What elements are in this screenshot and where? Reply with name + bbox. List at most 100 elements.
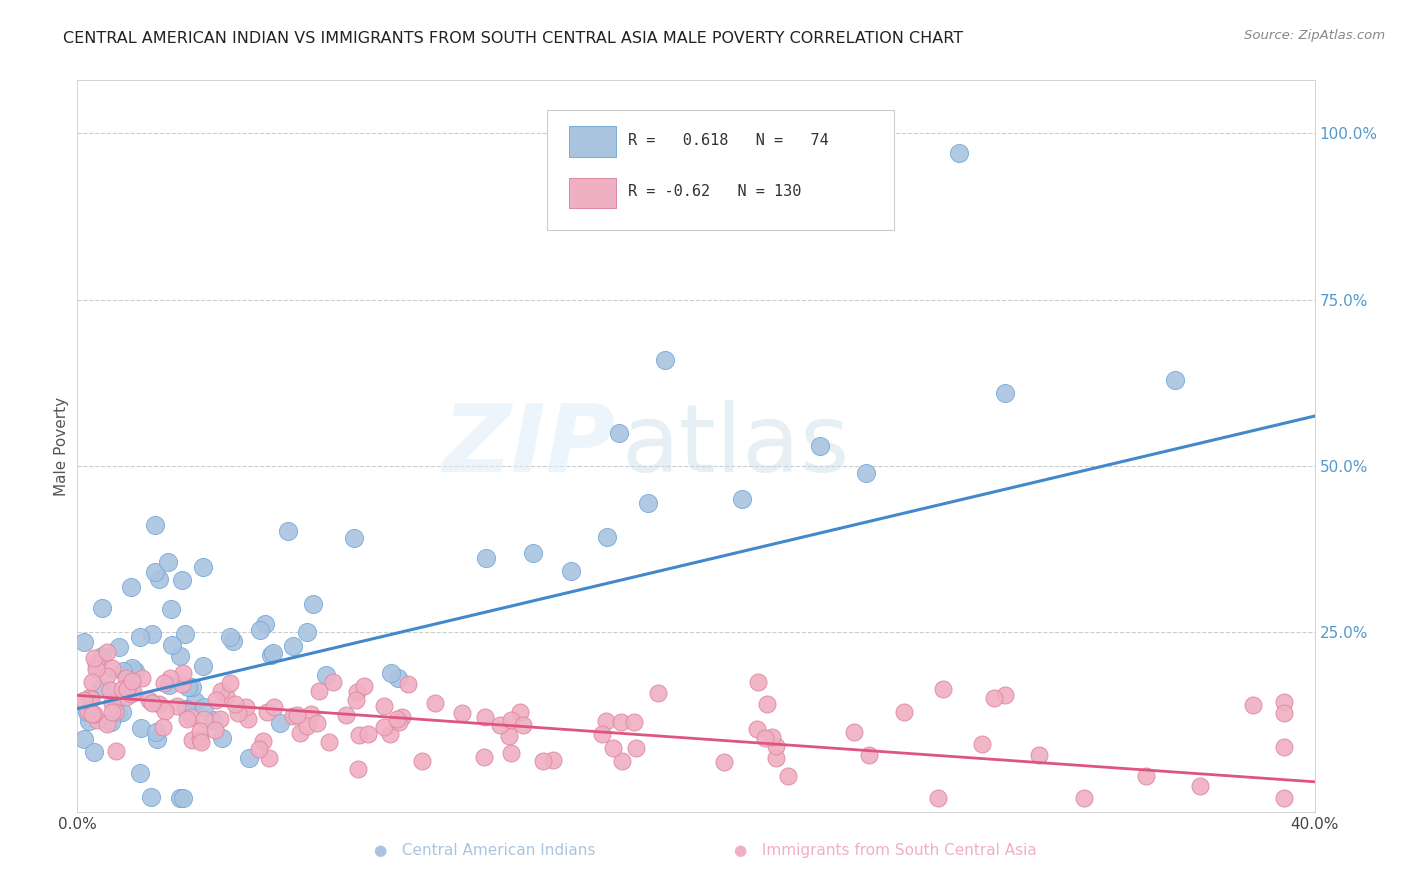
Point: [170, 573, 193, 587]
Point: [423, 696, 446, 710]
Point: [143, 518, 166, 533]
Point: [153, 705, 176, 719]
Point: [145, 724, 167, 739]
Point: [208, 712, 231, 726]
Point: [96, 645, 118, 659]
Point: [1028, 748, 1050, 763]
Point: [121, 661, 143, 675]
Text: Source: ZipAtlas.com: Source: ZipAtlas.com: [1244, 29, 1385, 42]
Point: [111, 682, 134, 697]
Point: [983, 691, 1005, 706]
Point: [145, 732, 167, 747]
Point: [172, 677, 194, 691]
Point: [209, 683, 232, 698]
Y-axis label: Male Poverty: Male Poverty: [53, 396, 69, 496]
Point: [83, 745, 105, 759]
Point: [842, 725, 865, 739]
Point: [501, 713, 523, 727]
Point: [90, 601, 112, 615]
Text: CENTRAL AMERICAN INDIAN VS IMMIGRANTS FROM SOUTH CENTRAL ASIA MALE POVERTY CORRE: CENTRAL AMERICAN INDIAN VS IMMIGRANTS FR…: [63, 31, 963, 46]
Text: atlas: atlas: [621, 400, 851, 492]
Point: [543, 753, 565, 767]
Point: [159, 671, 181, 685]
Point: [138, 693, 160, 707]
Point: [101, 705, 124, 719]
Point: [141, 789, 163, 804]
Point: [131, 671, 153, 685]
Point: [120, 687, 142, 701]
Point: [318, 735, 340, 749]
Point: [932, 681, 955, 696]
Point: [105, 693, 128, 707]
Point: [107, 706, 129, 720]
Text: ZIP: ZIP: [443, 400, 616, 492]
Point: [607, 425, 630, 440]
Point: [624, 741, 647, 756]
Point: [344, 693, 367, 707]
Point: [498, 730, 520, 744]
Point: [117, 681, 139, 696]
FancyBboxPatch shape: [547, 110, 894, 230]
Point: [1272, 791, 1295, 805]
Point: [238, 751, 260, 765]
Point: [72, 731, 94, 746]
Point: [260, 648, 283, 662]
Point: [172, 791, 194, 805]
Point: [143, 565, 166, 579]
Point: [96, 669, 118, 683]
Point: [190, 735, 212, 749]
Point: [396, 677, 419, 691]
Point: [121, 674, 143, 689]
Point: [609, 714, 631, 729]
Point: [346, 685, 368, 699]
Point: [335, 707, 357, 722]
Bar: [568, 178, 616, 209]
Point: [129, 630, 152, 644]
Bar: [568, 127, 616, 157]
Point: [224, 698, 246, 712]
Point: [512, 718, 534, 732]
Point: [226, 706, 249, 720]
Point: [173, 627, 195, 641]
Point: [472, 749, 495, 764]
Point: [115, 671, 138, 685]
Point: [181, 680, 204, 694]
Point: [1272, 706, 1295, 720]
Point: [451, 706, 474, 721]
Point: [86, 713, 108, 727]
Point: [1241, 698, 1264, 713]
Point: [104, 705, 127, 719]
Point: [305, 716, 328, 731]
Point: [808, 439, 831, 453]
Point: [148, 697, 170, 711]
Point: [522, 546, 544, 560]
Point: [124, 664, 146, 678]
Point: [380, 727, 402, 741]
Point: [380, 665, 402, 680]
Point: [855, 466, 877, 480]
Point: [108, 640, 131, 654]
Point: [193, 560, 215, 574]
Point: [82, 674, 104, 689]
Point: [120, 580, 142, 594]
Point: [778, 769, 800, 783]
Point: [761, 730, 783, 744]
Point: [1272, 740, 1295, 755]
Point: [77, 704, 100, 718]
Point: [499, 747, 522, 761]
Point: [277, 524, 299, 538]
Point: [219, 630, 242, 644]
Point: [637, 496, 659, 510]
Point: [152, 720, 174, 734]
Text: R = -0.62   N = 130: R = -0.62 N = 130: [628, 184, 801, 199]
Point: [346, 762, 368, 776]
Point: [747, 722, 769, 736]
Point: [343, 531, 366, 545]
Point: [765, 739, 787, 753]
Point: [122, 684, 145, 698]
Text: R =   0.618   N =   74: R = 0.618 N = 74: [628, 133, 828, 148]
Point: [595, 530, 617, 544]
Point: [157, 678, 180, 692]
Point: [156, 555, 179, 569]
Point: [591, 727, 613, 741]
